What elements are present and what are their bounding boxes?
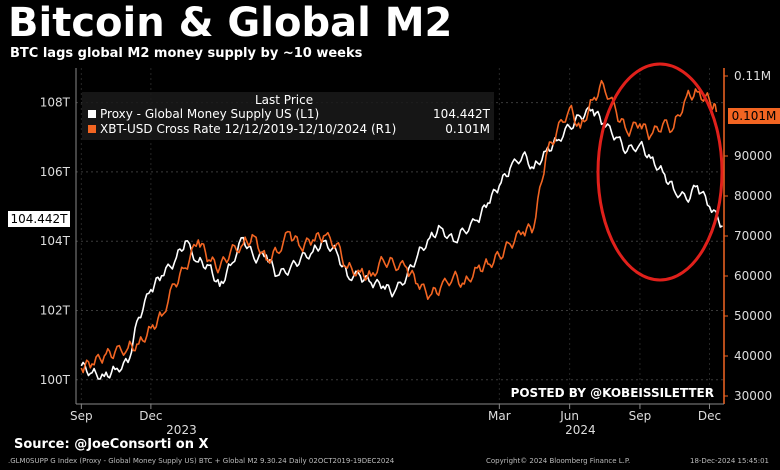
axes: 100T 102T 104T 106T 108T 30000 40000 50000 60000… xyxy=(40,68,772,437)
last-value-tag-left-text: 104.442T xyxy=(11,212,69,226)
last-value-tag-right-text: 0.101M xyxy=(732,109,777,123)
x-tick-label: Dec xyxy=(139,409,162,423)
x-tick-label: Dec xyxy=(698,409,721,423)
legend: Last Price Proxy - Global Money Supply U… xyxy=(82,92,494,140)
last-value-tag-left: 104.442T xyxy=(8,211,70,227)
last-value-tag-right-bg xyxy=(728,108,780,124)
y-right-tick-label: 40000 xyxy=(734,349,772,363)
x-tick-label: Jun xyxy=(559,409,579,423)
y-right-tick-label: 60000 xyxy=(734,269,772,283)
y-right-tick-label: 90000 xyxy=(734,149,772,163)
x-year-label: 2024 xyxy=(565,423,596,437)
last-value-tag-right: 0.101M xyxy=(728,108,780,124)
series-line-global-m2 xyxy=(80,106,723,380)
series-layer xyxy=(80,79,723,380)
x-tick-label: Sep xyxy=(70,409,93,423)
series-line-btc xyxy=(80,79,718,374)
y-right-tick-label: 30000 xyxy=(734,389,772,403)
y-right-tick-label: 50000 xyxy=(734,309,772,323)
legend-box xyxy=(82,92,494,140)
y-left-tick-label: 102T xyxy=(40,303,71,317)
legend-value-m2: 104.442T xyxy=(433,107,491,121)
legend-value-btc: 0.101M xyxy=(445,122,490,136)
legend-swatch-btc xyxy=(88,125,96,133)
x-tick-label: Sep xyxy=(629,409,652,423)
gridlines xyxy=(76,68,724,404)
legend-swatch-m2 xyxy=(88,110,96,118)
y-right-tick-label: 80000 xyxy=(734,189,772,203)
y-left-tick-label: 104T xyxy=(40,234,71,248)
source-label: Source: @JoeConsorti on X xyxy=(14,437,209,452)
x-tick-label: Mar xyxy=(488,409,511,423)
footer-center: Copyright© 2024 Bloomberg Finance L.P. xyxy=(486,457,631,465)
highlight-circle xyxy=(596,62,724,282)
y-left-tick-label: 106T xyxy=(40,165,71,179)
legend-label-m2: Proxy - Global Money Supply US (L1) xyxy=(100,107,319,121)
watermark: POSTED BY @KOBEISSILETTER xyxy=(511,386,714,400)
y-right-tick-label: 70000 xyxy=(734,229,772,243)
footer-left: .GLM0SUPP G Index (Proxy - Global Money … xyxy=(8,457,395,465)
y-left-tick-label: 108T xyxy=(40,96,71,110)
x-year-label: 2023 xyxy=(166,423,197,437)
chart-subtitle: BTC lags global M2 money supply by ~10 w… xyxy=(10,46,363,61)
footer-right: 18-Dec-2024 15:45:01 xyxy=(690,457,769,465)
legend-title: Last Price xyxy=(255,93,313,107)
y-left-tick-label: 100T xyxy=(40,373,71,387)
chart-title: Bitcoin & Global M2 xyxy=(8,0,453,46)
last-value-tag-left-bg xyxy=(8,211,70,227)
legend-label-btc: XBT-USD Cross Rate 12/12/2019-12/10/2024… xyxy=(100,122,396,136)
y-right-tick-label: 0.11M xyxy=(734,69,771,83)
